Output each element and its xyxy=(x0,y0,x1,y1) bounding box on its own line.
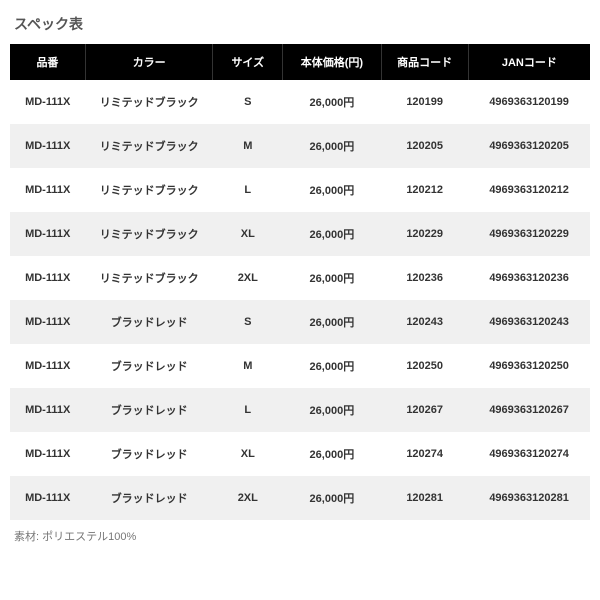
table-cell: S xyxy=(213,300,283,344)
table-cell: 4969363120274 xyxy=(468,432,590,476)
table-cell: 4969363120243 xyxy=(468,300,590,344)
table-cell: 26,000円 xyxy=(283,476,382,520)
table-cell: XL xyxy=(213,212,283,256)
table-cell: 4969363120250 xyxy=(468,344,590,388)
table-cell: 4969363120212 xyxy=(468,168,590,212)
col-header: カラー xyxy=(85,44,213,80)
table-cell: MD-111X xyxy=(10,344,85,388)
table-cell: 120243 xyxy=(381,300,468,344)
material-footnote: 素材: ポリエステル100% xyxy=(14,528,590,544)
table-cell: M xyxy=(213,124,283,168)
table-cell: S xyxy=(213,80,283,124)
table-cell: リミテッドブラック xyxy=(85,168,213,212)
table-cell: 120267 xyxy=(381,388,468,432)
table-cell: 26,000円 xyxy=(283,388,382,432)
table-cell: 26,000円 xyxy=(283,344,382,388)
table-row: MD-111XリミテッドブラックS26,000円1201994969363120… xyxy=(10,80,590,124)
table-cell: MD-111X xyxy=(10,212,85,256)
page-title: スペック表 xyxy=(14,14,590,34)
table-cell: 26,000円 xyxy=(283,124,382,168)
table-cell: 120199 xyxy=(381,80,468,124)
table-cell: 120212 xyxy=(381,168,468,212)
table-cell: MD-111X xyxy=(10,432,85,476)
table-cell: 4969363120229 xyxy=(468,212,590,256)
table-cell: 26,000円 xyxy=(283,432,382,476)
table-cell: 120229 xyxy=(381,212,468,256)
col-header: 品番 xyxy=(10,44,85,80)
table-cell: 4969363120267 xyxy=(468,388,590,432)
spec-table: 品番 カラー サイズ 本体価格(円) 商品コード JANコード MD-111Xリ… xyxy=(10,44,590,520)
table-cell: MD-111X xyxy=(10,168,85,212)
table-row: MD-111XブラッドレッドM26,000円120250496936312025… xyxy=(10,344,590,388)
table-cell: ブラッドレッド xyxy=(85,432,213,476)
table-cell: 4969363120281 xyxy=(468,476,590,520)
col-header: 商品コード xyxy=(381,44,468,80)
table-row: MD-111XブラッドレッドS26,000円120243496936312024… xyxy=(10,300,590,344)
table-cell: MD-111X xyxy=(10,300,85,344)
table-cell: 120236 xyxy=(381,256,468,300)
table-cell: M xyxy=(213,344,283,388)
table-cell: ブラッドレッド xyxy=(85,476,213,520)
table-row: MD-111Xリミテッドブラック2XL26,000円12023649693631… xyxy=(10,256,590,300)
table-cell: 26,000円 xyxy=(283,256,382,300)
table-cell: ブラッドレッド xyxy=(85,344,213,388)
table-row: MD-111XリミテッドブラックL26,000円1202124969363120… xyxy=(10,168,590,212)
table-cell: リミテッドブラック xyxy=(85,256,213,300)
table-row: MD-111XブラッドレッドXL26,000円12027449693631202… xyxy=(10,432,590,476)
table-cell: 4969363120236 xyxy=(468,256,590,300)
table-cell: 4969363120199 xyxy=(468,80,590,124)
table-row: MD-111XブラッドレッドL26,000円120267496936312026… xyxy=(10,388,590,432)
col-header: JANコード xyxy=(468,44,590,80)
col-header: サイズ xyxy=(213,44,283,80)
table-cell: MD-111X xyxy=(10,388,85,432)
table-row: MD-111XリミテッドブラックXL26,000円120229496936312… xyxy=(10,212,590,256)
table-cell: 120205 xyxy=(381,124,468,168)
table-cell: MD-111X xyxy=(10,256,85,300)
table-cell: リミテッドブラック xyxy=(85,124,213,168)
table-cell: 120281 xyxy=(381,476,468,520)
table-cell: 120274 xyxy=(381,432,468,476)
table-cell: リミテッドブラック xyxy=(85,80,213,124)
table-cell: 26,000円 xyxy=(283,212,382,256)
table-cell: 2XL xyxy=(213,256,283,300)
table-cell: ブラッドレッド xyxy=(85,300,213,344)
table-cell: 26,000円 xyxy=(283,168,382,212)
table-cell: ブラッドレッド xyxy=(85,388,213,432)
table-cell: 120250 xyxy=(381,344,468,388)
table-cell: L xyxy=(213,388,283,432)
table-header-row: 品番 カラー サイズ 本体価格(円) 商品コード JANコード xyxy=(10,44,590,80)
col-header: 本体価格(円) xyxy=(283,44,382,80)
table-cell: 2XL xyxy=(213,476,283,520)
table-cell: 26,000円 xyxy=(283,300,382,344)
table-cell: 26,000円 xyxy=(283,80,382,124)
table-cell: MD-111X xyxy=(10,124,85,168)
table-cell: XL xyxy=(213,432,283,476)
table-row: MD-111Xブラッドレッド2XL26,000円1202814969363120… xyxy=(10,476,590,520)
table-row: MD-111XリミテッドブラックM26,000円1202054969363120… xyxy=(10,124,590,168)
table-cell: L xyxy=(213,168,283,212)
table-cell: MD-111X xyxy=(10,476,85,520)
table-cell: MD-111X xyxy=(10,80,85,124)
table-cell: リミテッドブラック xyxy=(85,212,213,256)
table-cell: 4969363120205 xyxy=(468,124,590,168)
